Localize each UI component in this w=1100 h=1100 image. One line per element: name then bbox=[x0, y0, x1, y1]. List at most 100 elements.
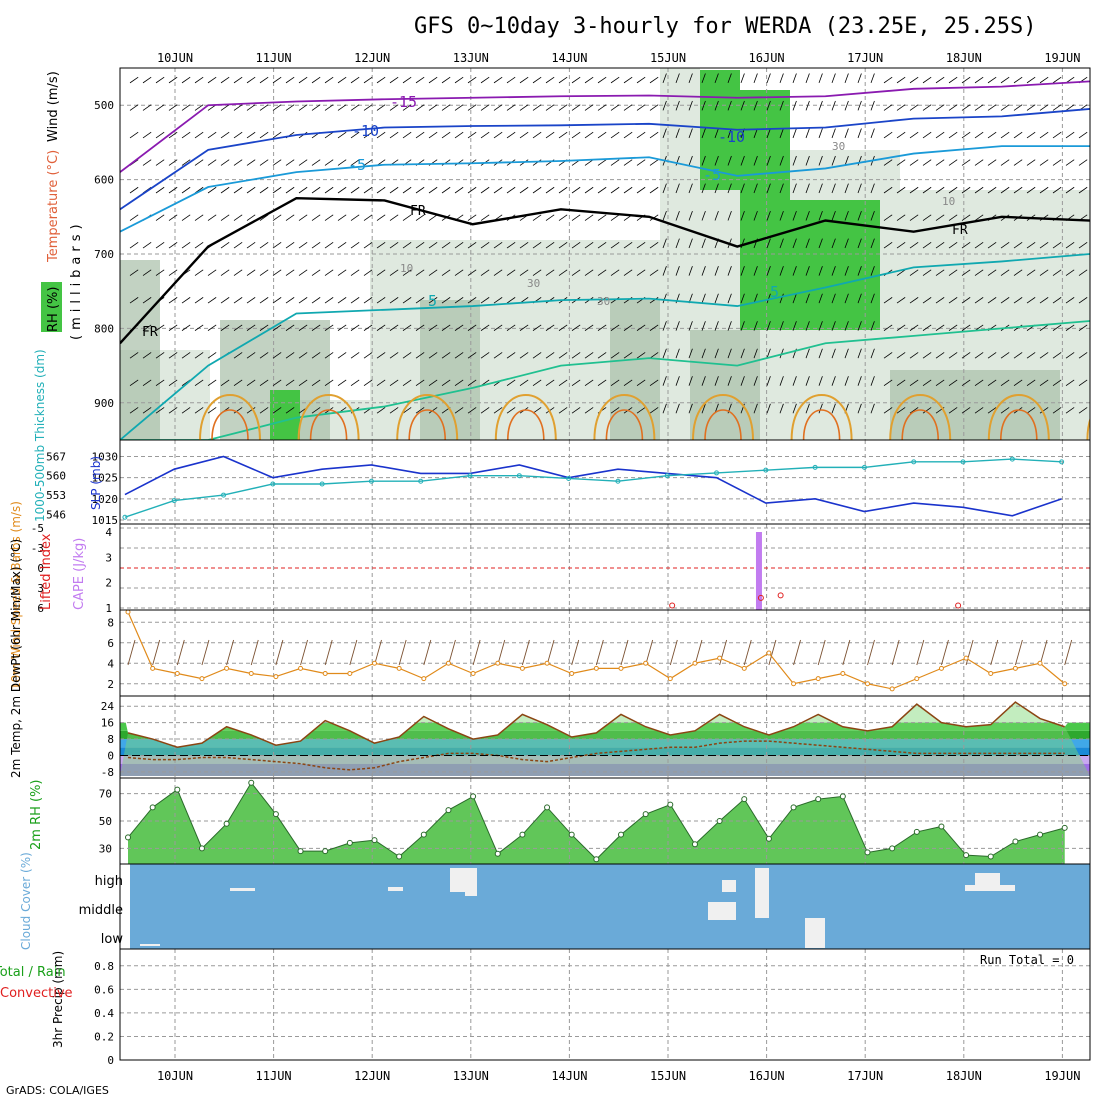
wind-barb bbox=[467, 352, 477, 359]
wind-barb bbox=[831, 100, 836, 111]
wind-barb bbox=[584, 324, 594, 331]
lifted-index-point bbox=[669, 602, 676, 609]
thickness-point bbox=[368, 478, 374, 484]
wind-barb bbox=[168, 214, 178, 221]
rh-point bbox=[618, 831, 624, 838]
wind-barb bbox=[246, 131, 256, 139]
wind-barb bbox=[714, 183, 719, 194]
wind-barb bbox=[480, 269, 490, 276]
rh-point bbox=[371, 837, 378, 844]
wind-barb bbox=[519, 104, 529, 111]
wind10m-barb bbox=[374, 639, 382, 666]
wind-barb bbox=[181, 297, 191, 304]
wind-barb bbox=[1078, 407, 1088, 414]
wind-barb bbox=[1000, 297, 1010, 304]
wind-barb bbox=[870, 348, 875, 359]
wind-barb bbox=[129, 241, 139, 249]
wind-barb bbox=[350, 159, 360, 166]
wind-barb bbox=[298, 352, 308, 359]
wind-barb bbox=[415, 214, 425, 221]
wind-barb bbox=[467, 131, 477, 139]
cloud-gap bbox=[722, 880, 736, 892]
slp-tick-label: 1025 bbox=[92, 472, 119, 485]
temp-line bbox=[127, 701, 1065, 749]
wind-barb bbox=[350, 131, 360, 139]
wind-barb bbox=[909, 104, 919, 111]
wind-barb bbox=[675, 73, 680, 84]
wind-barb bbox=[766, 403, 771, 414]
warm-contour bbox=[692, 394, 754, 440]
wind-barb bbox=[1013, 269, 1023, 276]
wind-barb bbox=[1000, 186, 1010, 194]
wind-barb bbox=[1065, 269, 1075, 276]
wind-barb bbox=[779, 128, 784, 139]
wind-barb bbox=[948, 407, 958, 414]
wind-barb bbox=[1000, 131, 1010, 139]
wind-barb bbox=[1052, 352, 1062, 359]
wind-barb bbox=[194, 269, 204, 276]
wind-barb bbox=[506, 324, 516, 331]
wind-barb bbox=[259, 186, 269, 194]
wind-barb bbox=[181, 159, 191, 166]
wind-barb bbox=[142, 297, 152, 304]
wind-barb bbox=[883, 159, 893, 166]
wind-barb bbox=[922, 76, 932, 84]
rh-axis-label: RH (%) bbox=[46, 287, 61, 332]
wind-grid bbox=[120, 610, 1090, 696]
wind-barb bbox=[155, 214, 165, 221]
wind-barb bbox=[415, 269, 425, 276]
wind-barb bbox=[974, 379, 984, 387]
wind-barb bbox=[246, 352, 256, 359]
wind-barb bbox=[363, 297, 373, 304]
temp-above-mask bbox=[120, 696, 1090, 748]
wind-barb bbox=[285, 269, 295, 276]
wind-barb bbox=[584, 76, 594, 84]
wind-barb bbox=[441, 352, 451, 359]
wind-barb bbox=[545, 241, 555, 249]
wind-barb bbox=[675, 183, 680, 194]
wind-barb bbox=[987, 104, 997, 111]
wind-barb bbox=[246, 241, 256, 249]
wind-barb bbox=[584, 379, 594, 387]
wind-barb bbox=[974, 352, 984, 359]
wind-barb bbox=[389, 352, 399, 359]
wind-barb bbox=[688, 348, 693, 359]
wind-barb bbox=[1078, 352, 1088, 359]
wind-barb bbox=[207, 297, 217, 304]
lifted-index-point bbox=[955, 602, 962, 609]
wind-barb bbox=[558, 76, 568, 84]
cloud-gap bbox=[755, 868, 769, 918]
thickness-point bbox=[861, 464, 867, 470]
wind-barb bbox=[740, 183, 745, 194]
rh-point bbox=[642, 811, 649, 818]
wind-barb bbox=[701, 155, 706, 166]
wind10m-point bbox=[174, 671, 180, 676]
rh-point bbox=[691, 841, 698, 848]
wind-barb bbox=[272, 407, 282, 414]
wind-barb bbox=[896, 407, 906, 414]
cape-ticks: 4 3 2 1 -5 -3 0 3 6 bbox=[31, 522, 113, 615]
wind-barb bbox=[233, 76, 243, 84]
wind-barb bbox=[805, 100, 810, 111]
wind-barb bbox=[1052, 76, 1062, 84]
wind-barb bbox=[818, 183, 823, 194]
wind-barb bbox=[779, 293, 784, 304]
contour-label: 30 bbox=[832, 140, 845, 153]
wind-barb bbox=[909, 352, 919, 359]
rh-shade-moist bbox=[740, 200, 880, 330]
wind-barb bbox=[935, 269, 945, 276]
rh-shade-dense bbox=[420, 300, 480, 440]
wind-barb bbox=[610, 352, 620, 359]
wind-barb bbox=[675, 321, 680, 331]
wind-barb bbox=[610, 241, 620, 249]
wind-barb bbox=[142, 352, 152, 359]
slp-grid bbox=[120, 440, 1090, 524]
wind-barb bbox=[402, 186, 412, 194]
rh-point bbox=[125, 834, 131, 841]
wind-barb bbox=[571, 131, 581, 139]
wind10m-barb bbox=[398, 639, 407, 666]
wind-barb bbox=[610, 104, 620, 111]
wind-barb bbox=[415, 131, 425, 139]
wind-barb bbox=[532, 241, 542, 249]
wind-barb bbox=[272, 214, 282, 221]
